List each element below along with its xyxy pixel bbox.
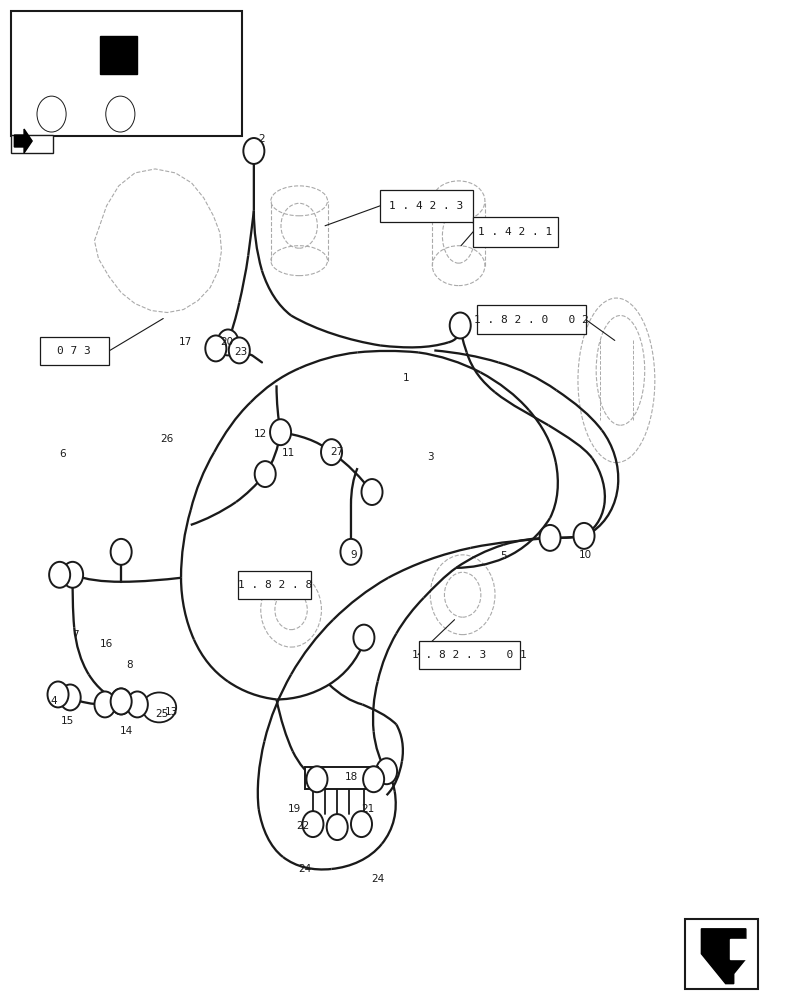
Text: 19: 19 (287, 804, 301, 814)
Circle shape (350, 811, 371, 837)
Ellipse shape (142, 692, 176, 722)
Text: 22: 22 (295, 821, 309, 831)
Circle shape (243, 138, 264, 164)
Text: 8: 8 (126, 660, 132, 670)
Circle shape (449, 313, 470, 338)
Text: 7: 7 (72, 630, 79, 640)
Text: 26: 26 (161, 434, 174, 444)
Text: 9: 9 (350, 550, 356, 560)
Text: 6: 6 (58, 449, 66, 459)
Text: 11: 11 (281, 448, 295, 458)
Circle shape (306, 766, 327, 792)
Text: 1 . 8 2 . 8: 1 . 8 2 . 8 (238, 580, 311, 590)
Circle shape (94, 691, 115, 717)
Text: 18: 18 (344, 772, 357, 782)
Circle shape (48, 681, 68, 707)
Circle shape (37, 96, 66, 132)
Circle shape (229, 337, 250, 363)
Text: 1 . 4 2 . 3: 1 . 4 2 . 3 (388, 201, 463, 211)
Bar (11, 135, 53, 153)
Bar (100, 36, 136, 74)
Text: 14: 14 (119, 726, 132, 736)
Text: 13: 13 (165, 707, 178, 717)
Text: 20: 20 (220, 337, 233, 347)
Circle shape (255, 461, 276, 487)
Text: 16: 16 (100, 639, 113, 649)
Bar (418, 641, 519, 669)
Text: 3: 3 (427, 452, 433, 462)
Circle shape (127, 691, 148, 717)
Circle shape (340, 539, 361, 565)
Circle shape (539, 525, 560, 551)
Bar (11, 11, 242, 136)
Circle shape (217, 329, 238, 355)
Circle shape (320, 439, 341, 465)
Circle shape (105, 96, 135, 132)
Bar (238, 571, 311, 599)
Text: 4: 4 (50, 696, 58, 706)
Circle shape (59, 684, 80, 710)
Circle shape (110, 688, 131, 714)
Polygon shape (15, 129, 32, 153)
Text: 5: 5 (500, 551, 506, 561)
Circle shape (110, 539, 131, 565)
Text: 24: 24 (371, 874, 384, 884)
Text: 15: 15 (61, 716, 75, 726)
Circle shape (270, 419, 290, 445)
Circle shape (573, 523, 594, 549)
Bar (304, 767, 377, 789)
Polygon shape (729, 939, 745, 959)
Text: 1 . 8 2 . 0   0 2: 1 . 8 2 . 0 0 2 (474, 315, 588, 325)
Text: 17: 17 (179, 337, 192, 347)
Circle shape (49, 562, 70, 588)
Bar (472, 217, 557, 247)
Circle shape (361, 479, 382, 505)
Text: 1: 1 (402, 373, 409, 383)
Text: 1 . 8 2 . 3   0 1: 1 . 8 2 . 3 0 1 (411, 650, 526, 660)
Circle shape (375, 758, 397, 784)
Circle shape (363, 766, 384, 792)
Polygon shape (701, 929, 745, 984)
Text: 2: 2 (259, 134, 265, 144)
Text: 24: 24 (298, 864, 311, 874)
Circle shape (110, 688, 131, 714)
Text: 0 7 3: 0 7 3 (58, 346, 91, 356)
Text: 27: 27 (330, 447, 343, 457)
Bar (40, 337, 109, 365)
Circle shape (62, 562, 83, 588)
Text: 21: 21 (361, 804, 374, 814)
Bar (684, 919, 757, 989)
Text: 12: 12 (253, 429, 267, 439)
Text: 23: 23 (234, 347, 247, 357)
Circle shape (205, 335, 226, 361)
Bar (380, 190, 472, 222)
Text: 10: 10 (578, 550, 591, 560)
Circle shape (326, 814, 347, 840)
Text: 25: 25 (155, 709, 168, 719)
Circle shape (353, 625, 374, 651)
Circle shape (302, 811, 323, 837)
Bar (476, 305, 586, 334)
Text: 1 . 4 2 . 1: 1 . 4 2 . 1 (478, 227, 551, 237)
